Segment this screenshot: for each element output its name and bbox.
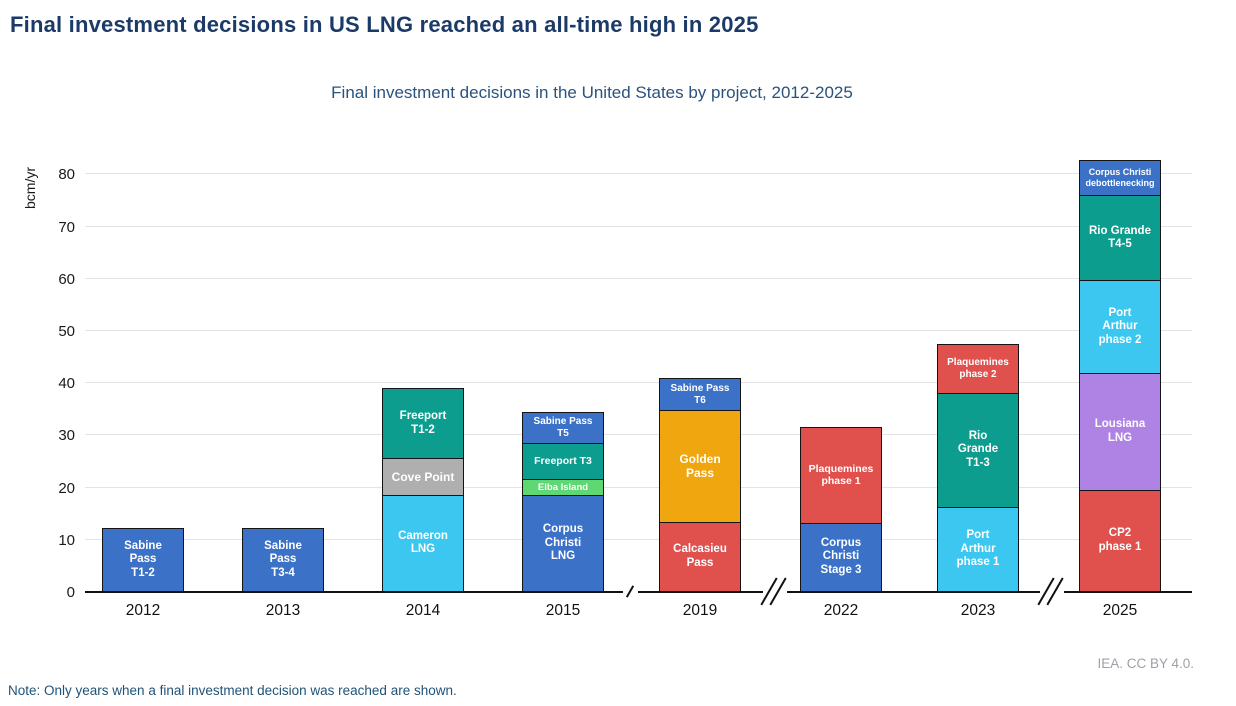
bar-segment-label: Corpus Christi Stage 3 — [820, 536, 862, 576]
bar-segment-label: CP2 phase 1 — [1098, 527, 1142, 553]
attribution: IEA. CC BY 4.0. — [1097, 656, 1194, 671]
bar-segment-sabine-pass-t5: Sabine Pass T5 — [522, 411, 604, 444]
bar-segment-plaquemines-phase-1: Plaquemines phase 1 — [800, 427, 882, 524]
bar-2015: Corpus Christi LNG Elba Island Freeport T3 Sa… — [522, 140, 604, 592]
y-tick-label: 80 — [58, 166, 75, 184]
bar-segment-sabine-pass-t6: Sabine Pass T6 — [659, 378, 741, 412]
bar-segment-label: Calcasieu Pass — [673, 542, 727, 569]
chart-title: Final investment decisions in US LNG rea… — [10, 12, 759, 37]
y-tick-label: 20 — [58, 479, 75, 497]
x-tick-label-2025: 2025 — [1102, 602, 1138, 619]
grid-line — [85, 225, 1192, 227]
y-tick-label: 40 — [58, 375, 75, 393]
grid-line — [85, 538, 1192, 540]
bar-2025: CP2 phase 1 Lousiana LNG Port Arthur phase 2 Ri… — [1079, 140, 1161, 592]
x-axis-line — [85, 591, 1192, 593]
bar-segment-freeport-t1-2: Freeport T1-2 — [382, 387, 464, 460]
x-tick-label-2015: 2015 — [545, 602, 581, 619]
y-tick-label: 10 — [58, 531, 75, 549]
grid-line — [85, 434, 1192, 436]
bar-2019: Calcasieu Pass Golden Pass Sabine Pass T6 — [659, 140, 741, 592]
y-tick-label: 70 — [58, 218, 75, 236]
bar-segment-cove-point: Cove Point — [382, 457, 464, 497]
bar-segment-freeport-t3: Freeport T3 — [522, 442, 604, 480]
bar-segment-label: Lousiana LNG — [1094, 418, 1146, 444]
bar-segment-sabine-pass-t1-2: Sabine Pass T1-2 — [102, 527, 184, 592]
x-tick-label-2023: 2023 — [960, 602, 996, 619]
chart-subtitle: Final investment decisions in the United… — [331, 83, 853, 102]
bar-segment-rio-grande-t1-3: Rio Grande T1-3 — [937, 392, 1019, 509]
bar-segment-label: Sabine Pass T5 — [533, 416, 593, 439]
y-tick-label: 30 — [58, 427, 75, 445]
bar-segment-lousiana-lng: Lousiana LNG — [1079, 372, 1161, 492]
bar-2014: Cameron LNG Cove Point Freeport T1-2 — [382, 140, 464, 592]
bar-segment-label: Rio Grande T4-5 — [1089, 224, 1151, 251]
bar-segment-calcasieu-pass: Calcasieu Pass — [659, 521, 741, 592]
bar-segment-golden-pass: Golden Pass — [659, 409, 741, 523]
bar-segment-corpus-christi-lng: Corpus Christi LNG — [522, 494, 604, 592]
bar-2023: Port Arthur phase 1 Rio Grande T1-3 Plaquemine… — [937, 140, 1019, 592]
grid-line — [85, 173, 1192, 175]
bar-segment-corpus-christi-stage-3: Corpus Christi Stage 3 — [800, 522, 882, 592]
bar-segment-sabine-pass-t3-4: Sabine Pass T3-4 — [242, 527, 324, 592]
bar-segment-label: Port Arthur phase 1 — [956, 529, 1000, 569]
grid-line — [85, 486, 1192, 488]
y-tick-label: 60 — [58, 270, 75, 288]
bar-segment-label: Golden Pass — [679, 452, 721, 481]
bar-segment-label: Cameron LNG — [398, 529, 448, 556]
bar-segment-label: Sabine Pass T1-2 — [124, 539, 162, 579]
bar-segment-label: Freeport T3 — [534, 454, 592, 467]
bar-segment-label: Rio Grande T1-3 — [957, 429, 999, 470]
x-tick-label-2022: 2022 — [823, 602, 859, 619]
grid-line — [85, 277, 1192, 279]
bar-segment-label: Corpus Christi debottlenecking — [1085, 167, 1155, 189]
bar-segment-corpus-christi-debottlenecking: Corpus Christi debottlenecking — [1079, 159, 1161, 197]
bar-segment-label: Plaquemines phase 1 — [808, 462, 874, 488]
bar-segment-label: Port Arthur phase 2 — [1098, 306, 1142, 346]
bar-segment-rio-grande-t4-5: Rio Grande T4-5 — [1079, 194, 1161, 282]
plot-area: bcm/yr 0 10 20 30 40 50 60 70 80 Sabine Pass T1-2 20… — [22, 140, 1192, 619]
bar-segment-label: Elba Island — [537, 481, 589, 493]
bar-segment-port-arthur-phase-1: Port Arthur phase 1 — [937, 506, 1019, 592]
bar-2012: Sabine Pass T1-2 — [102, 140, 184, 592]
grid-line — [85, 382, 1192, 384]
grid-line — [85, 330, 1192, 331]
bar-segment-label: Cove Point — [391, 470, 455, 485]
bar-segment-label: Sabine Pass T3-4 — [264, 539, 302, 579]
x-tick-label-2013: 2013 — [265, 602, 301, 619]
x-tick-label-2014: 2014 — [405, 602, 441, 619]
bar-segment-label: Corpus Christi LNG — [542, 523, 584, 563]
x-tick-label-2012: 2012 — [125, 602, 161, 619]
bar-segment-cp2-phase-1: CP2 phase 1 — [1079, 489, 1161, 592]
bar-segment-plaquemines-phase-2: Plaquemines phase 2 — [937, 344, 1019, 394]
bar-segment-label: Freeport T1-2 — [399, 410, 447, 436]
bar-segment-label: Plaquemines phase 2 — [947, 357, 1009, 380]
bar-segment-port-arthur-phase-2: Port Arthur phase 2 — [1079, 279, 1161, 375]
bar-segment-label: Sabine Pass T6 — [670, 382, 730, 406]
footnote: Note: Only years when a final investment… — [8, 683, 457, 698]
bar-2013: Sabine Pass T3-4 — [242, 140, 324, 592]
bar-segment-elba-island: Elba Island — [522, 478, 604, 497]
y-tick-label: 50 — [58, 323, 75, 340]
y-tick-label: 0 — [66, 584, 75, 601]
bar-2022: Corpus Christi Stage 3 Plaquemines phase 1 — [800, 140, 882, 592]
bar-segment-cameron-lng: Cameron LNG — [382, 494, 464, 592]
x-tick-label-2019: 2019 — [682, 602, 718, 619]
